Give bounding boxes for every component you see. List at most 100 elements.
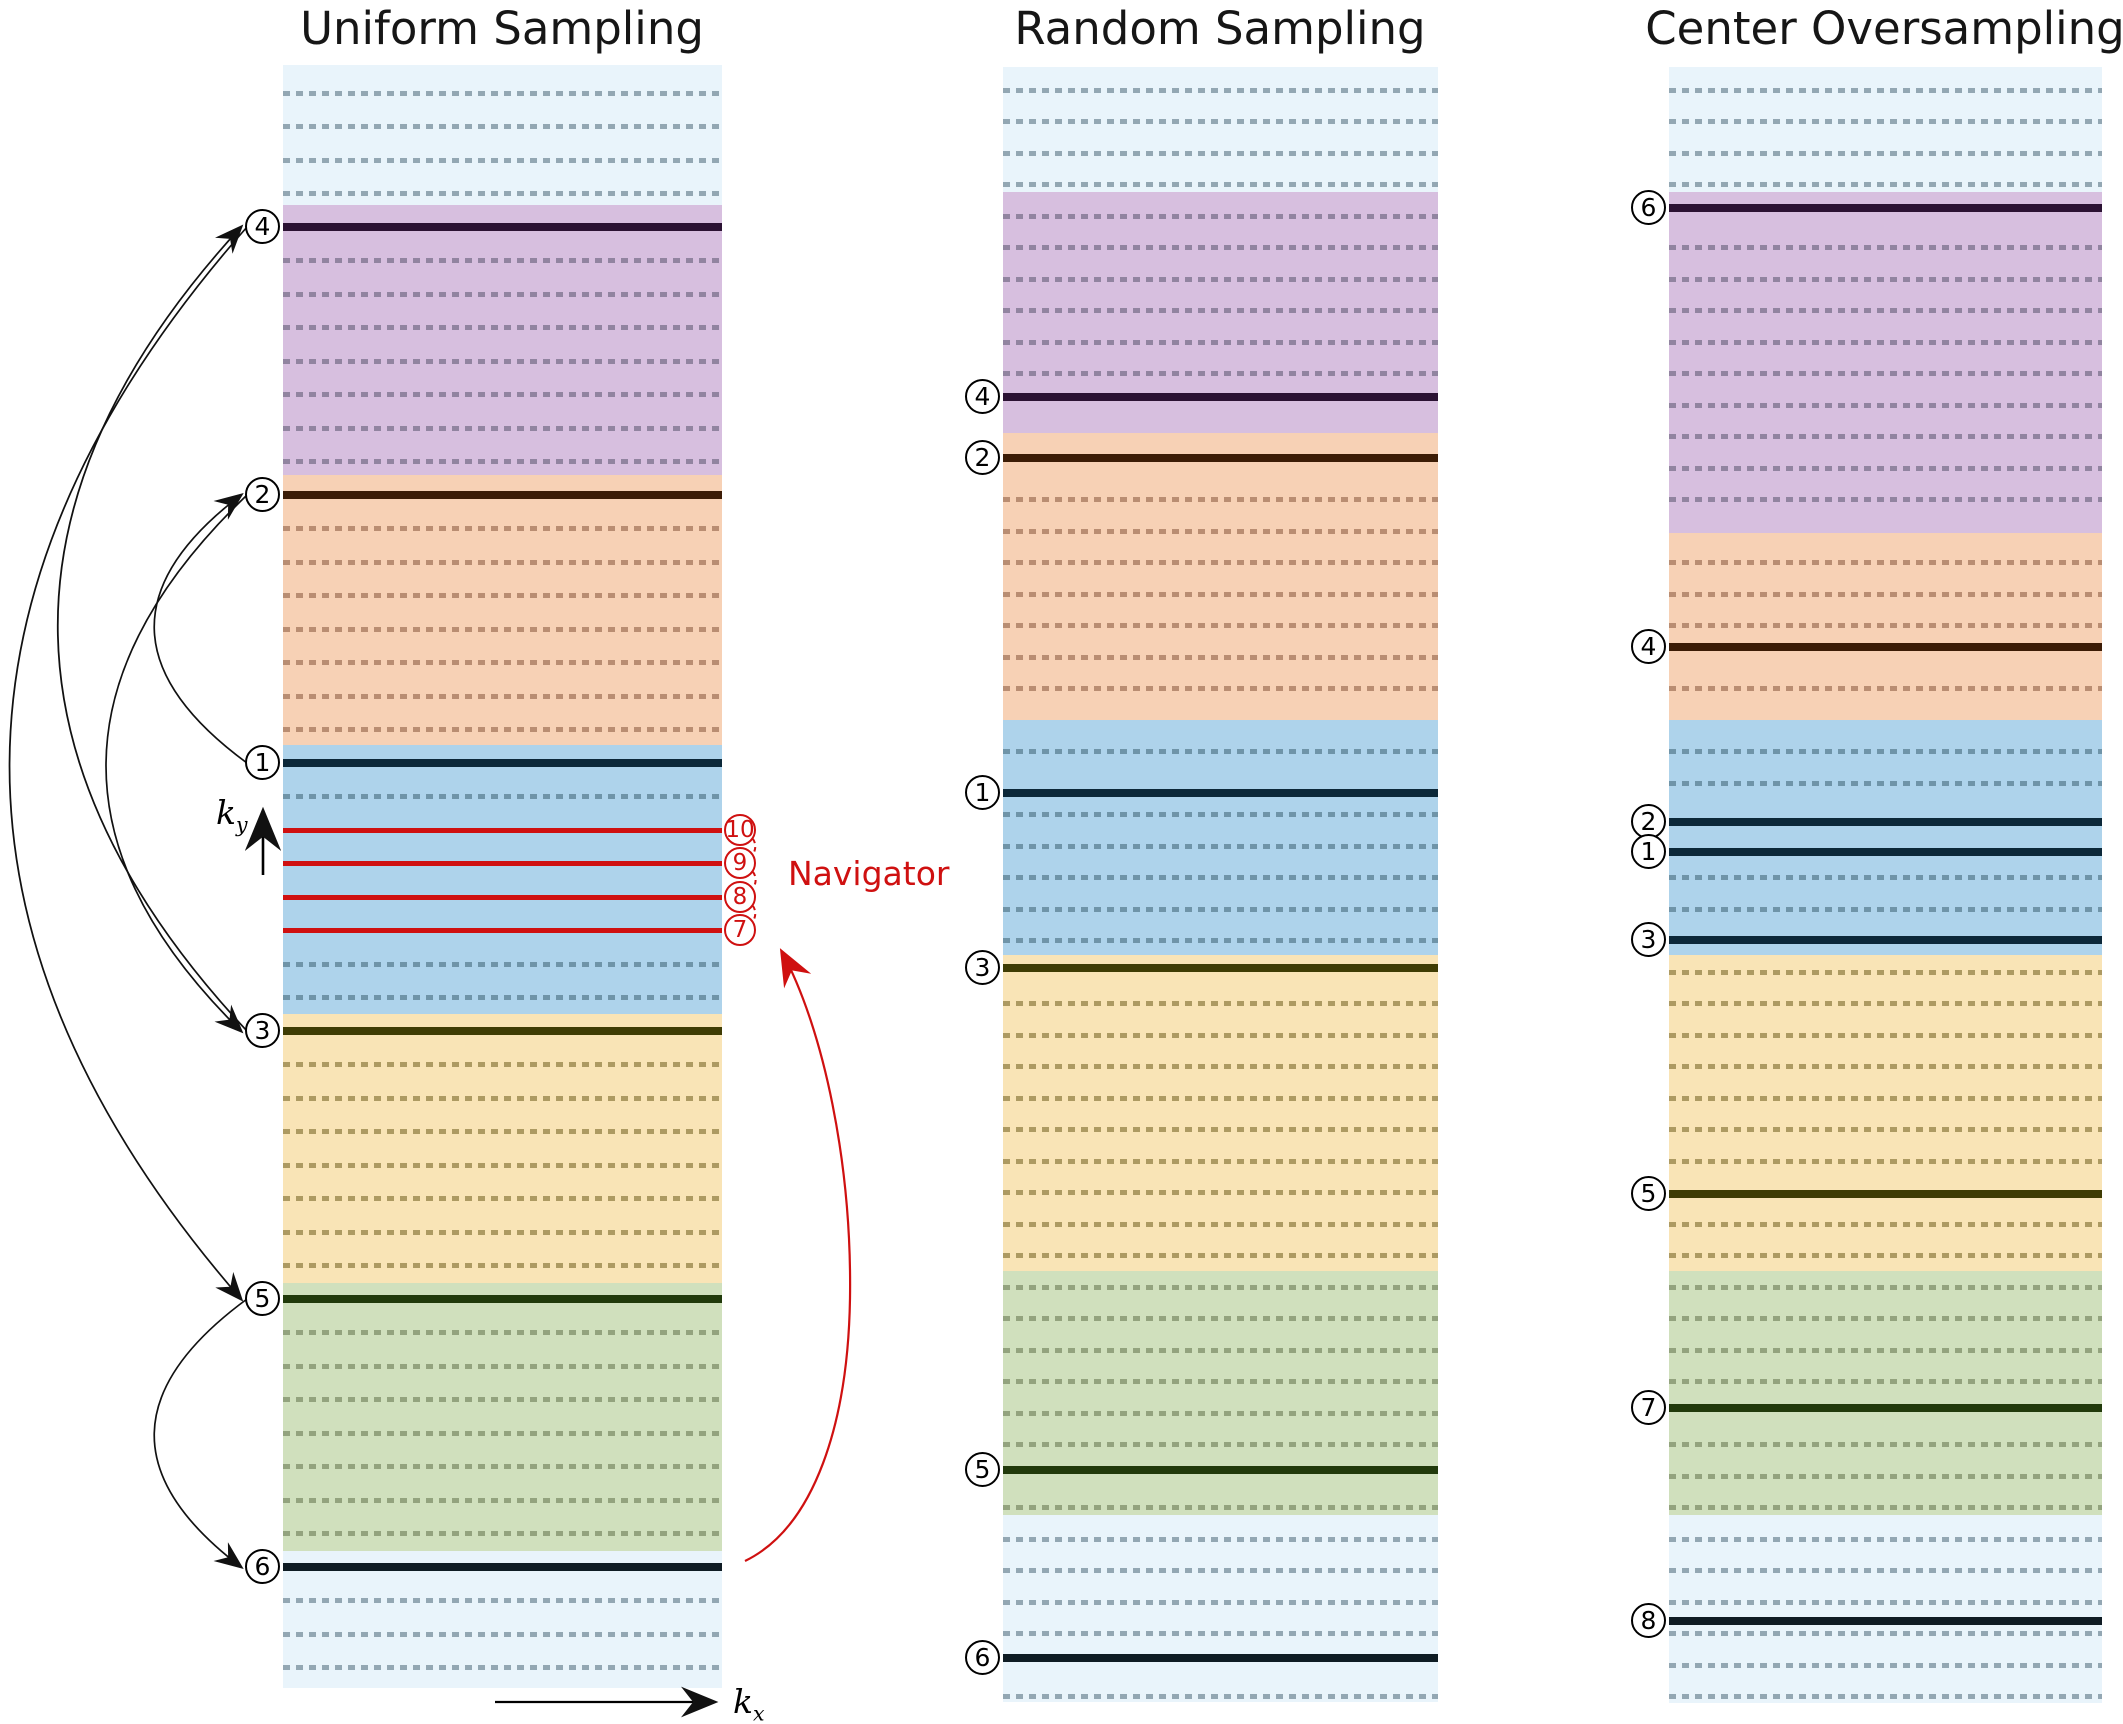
- unsampled-dotted-row: [1003, 87, 1438, 93]
- panel-title-uniform: Uniform Sampling: [300, 2, 704, 55]
- line-number-badge-1: 1: [965, 775, 1000, 810]
- sampled-line-1: [1003, 789, 1438, 797]
- line-number-badge-2: 2: [965, 440, 1000, 475]
- unsampled-dotted-row: [1669, 1253, 2102, 1258]
- unsampled-dotted-row: [1003, 686, 1438, 691]
- line-number-badge-4: 4: [1631, 629, 1666, 664]
- band-blue: [1669, 720, 2102, 955]
- unsampled-dotted-row: [1003, 1095, 1438, 1101]
- kx-axis-label: kx: [733, 1682, 765, 1724]
- unsampled-dotted-row: [283, 90, 722, 96]
- unsampled-dotted-row: [1669, 1662, 2102, 1668]
- unsampled-dotted-row: [283, 1464, 722, 1469]
- navigator-number-badge-7: 7: [724, 914, 756, 946]
- unsampled-dotted-row: [283, 325, 722, 330]
- unsampled-dotted-row: [1003, 1221, 1438, 1227]
- unsampled-dotted-row: [1003, 1694, 1438, 1699]
- unsampled-dotted-row: [1003, 308, 1438, 313]
- unsampled-dotted-row: [1669, 780, 2102, 786]
- unsampled-dotted-row: [1003, 1410, 1438, 1416]
- unsampled-dotted-row: [1003, 812, 1438, 817]
- line-number-badge-5: 5: [965, 1452, 1000, 1487]
- unsampled-dotted-row: [1003, 843, 1438, 849]
- kspace-strip-center-oversampling: [1669, 67, 2102, 1703]
- band-blue: [283, 745, 722, 1014]
- unsampled-dotted-row: [283, 1162, 722, 1168]
- line-number-badge-2: 2: [1631, 804, 1666, 839]
- unsampled-dotted-row: [1669, 402, 2102, 408]
- band-green: [1003, 1271, 1438, 1515]
- unsampled-dotted-row: [1003, 213, 1438, 219]
- unsampled-dotted-row: [283, 693, 722, 699]
- band-lightblue: [1003, 1515, 1438, 1702]
- unsampled-dotted-row: [283, 1196, 722, 1201]
- unsampled-dotted-row: [1669, 749, 2102, 754]
- line-number-badge-3: 3: [245, 1013, 280, 1048]
- unsampled-dotted-row: [1003, 654, 1438, 660]
- unsampled-dotted-row: [1003, 528, 1438, 534]
- navigator-line-8: [283, 894, 722, 900]
- unsampled-dotted-row: [1669, 339, 2102, 345]
- line-number-badge-6: 6: [1631, 190, 1666, 225]
- unsampled-dotted-row: [283, 191, 722, 196]
- unsampled-dotted-row: [1003, 906, 1438, 912]
- sampled-line-4: [1669, 643, 2102, 651]
- unsampled-dotted-row: [283, 1263, 722, 1268]
- line-number-badge-8: 8: [1631, 1603, 1666, 1638]
- unsampled-dotted-row: [1669, 150, 2102, 156]
- sampled-line-1: [283, 759, 722, 767]
- unsampled-dotted-row: [1003, 749, 1438, 754]
- unsampled-dotted-row: [283, 1062, 722, 1067]
- sampled-line-1: [1669, 848, 2102, 856]
- unsampled-dotted-row: [283, 559, 722, 565]
- unsampled-dotted-row: [1669, 1001, 2102, 1006]
- band-lightblue: [283, 65, 722, 205]
- sampled-line-2: [283, 491, 722, 499]
- unsampled-dotted-row: [1003, 497, 1438, 502]
- unsampled-dotted-row: [283, 995, 722, 1000]
- line-number-badge-7: 7: [1631, 1390, 1666, 1425]
- unsampled-dotted-row: [1003, 1599, 1438, 1605]
- sampled-line-5: [1003, 1466, 1438, 1474]
- unsampled-dotted-row: [1003, 182, 1438, 187]
- sampled-line-6: [1003, 1654, 1438, 1662]
- unsampled-dotted-row: [283, 794, 722, 799]
- unsampled-dotted-row: [1003, 623, 1438, 628]
- unsampled-dotted-row: [283, 1095, 722, 1101]
- unsampled-dotted-row: [283, 392, 722, 397]
- unsampled-dotted-row: [1669, 245, 2102, 250]
- unsampled-dotted-row: [283, 459, 722, 464]
- line-number-badge-1: 1: [245, 745, 280, 780]
- line-number-badge-3: 3: [965, 950, 1000, 985]
- unsampled-dotted-row: [283, 157, 722, 163]
- unsampled-dotted-row: [283, 425, 722, 431]
- unsampled-dotted-row: [283, 1363, 722, 1369]
- band-orange: [1003, 433, 1438, 720]
- unsampled-dotted-row: [283, 1631, 722, 1637]
- band-yellow: [1669, 955, 2102, 1271]
- line-number-badge-5: 5: [245, 1281, 280, 1316]
- unsampled-dotted-row: [1003, 1158, 1438, 1164]
- line-number-badge-2: 2: [245, 477, 280, 512]
- unsampled-dotted-row: [1003, 1284, 1438, 1290]
- unsampled-dotted-row: [1669, 1505, 2102, 1510]
- unsampled-dotted-row: [1669, 1568, 2102, 1573]
- unsampled-dotted-row: [1003, 591, 1438, 597]
- line-number-badge-4: 4: [245, 209, 280, 244]
- unsampled-dotted-row: [1003, 1505, 1438, 1510]
- unsampled-dotted-row: [1669, 371, 2102, 376]
- line-number-badge-6: 6: [965, 1640, 1000, 1675]
- unsampled-dotted-row: [1669, 465, 2102, 471]
- unsampled-dotted-row: [1669, 308, 2102, 313]
- unsampled-dotted-row: [1003, 276, 1438, 282]
- unsampled-dotted-row: [283, 1598, 722, 1603]
- band-yellow: [283, 1014, 722, 1283]
- sampled-line-8: [1669, 1617, 2102, 1625]
- unsampled-dotted-row: [1003, 1536, 1438, 1542]
- unsampled-dotted-row: [1669, 119, 2102, 124]
- unsampled-dotted-row: [1669, 87, 2102, 93]
- unsampled-dotted-row: [283, 358, 722, 364]
- navigator-number-badge-10: 10: [724, 814, 756, 846]
- unsampled-dotted-row: [283, 593, 722, 598]
- sampled-line-5: [283, 1295, 722, 1303]
